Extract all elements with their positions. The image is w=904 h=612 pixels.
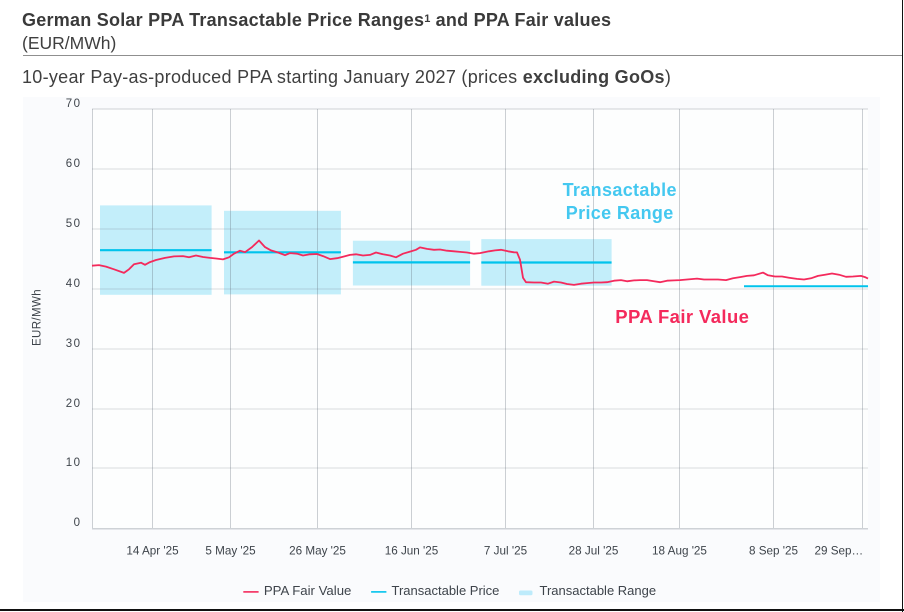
svg-text:26 May '25: 26 May '25 [289,544,346,557]
svg-text:30: 30 [66,338,82,350]
svg-text:7 Jul '25: 7 Jul '25 [484,544,528,557]
svg-text:16 Jun '25: 16 Jun '25 [385,544,439,557]
svg-text:10: 10 [66,457,82,469]
svg-text:PPA Fair Value: PPA Fair Value [615,305,749,326]
svg-text:PPA Fair Value: PPA Fair Value [264,583,351,598]
svg-text:Transactable Range: Transactable Range [540,583,657,598]
svg-text:28 Jul '25: 28 Jul '25 [569,544,619,557]
svg-text:60: 60 [66,158,82,170]
svg-text:8 Sep '25: 8 Sep '25 [749,544,799,557]
svg-text:29 Sep…: 29 Sep… [814,544,863,557]
svg-text:5 May '25: 5 May '25 [205,544,256,557]
svg-text:Price Range: Price Range [566,203,674,223]
svg-text:18 Aug '25: 18 Aug '25 [652,544,707,557]
svg-text:Transactable Price: Transactable Price [392,583,500,598]
svg-text:70: 70 [66,98,82,110]
svg-text:Transactable: Transactable [563,180,677,200]
svg-text:20: 20 [66,398,82,410]
svg-text:14 Apr '25: 14 Apr '25 [126,544,179,557]
svg-text:EUR/MWh: EUR/MWh [32,288,44,345]
svg-text:0: 0 [74,517,82,529]
svg-text:40: 40 [66,278,82,290]
svg-text:50: 50 [66,218,82,230]
